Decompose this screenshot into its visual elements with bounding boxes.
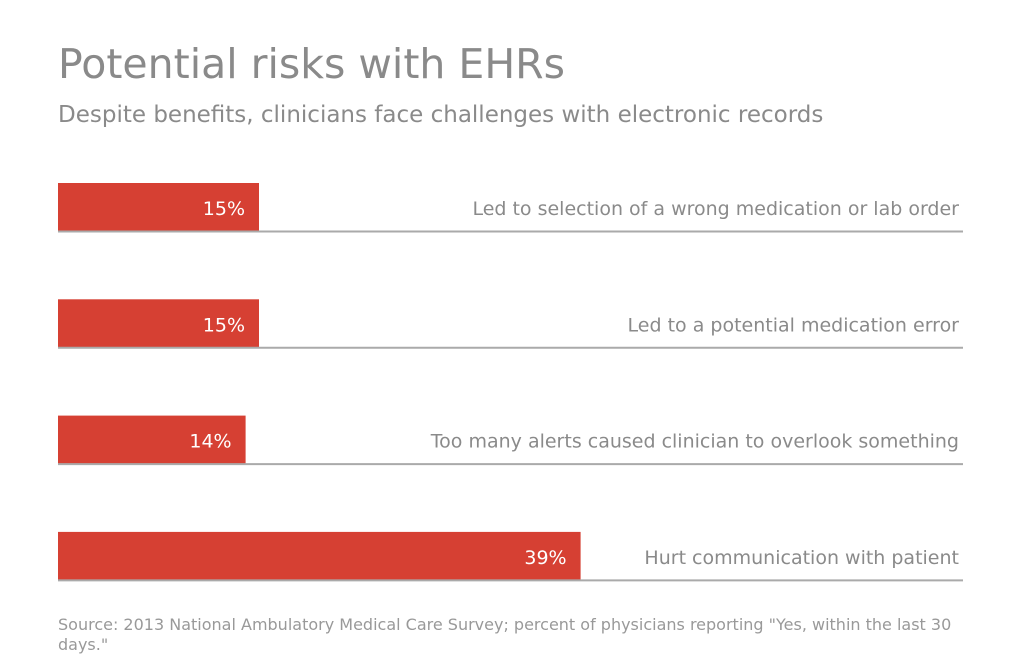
bar [58,183,259,231]
bar-value-label: 39% [524,547,566,569]
category-label: Too many alerts caused clinician to over… [430,431,959,453]
category-label: Led to selection of a wrong medication o… [472,198,959,220]
source-note: Source: 2013 National Ambulatory Medical… [58,615,952,654]
bar [58,299,259,348]
chart-subtitle: Despite benefits, clinicians face challe… [58,102,824,128]
bar [58,415,246,464]
bar-value-label: 15% [203,198,245,220]
bar-value-label: 15% [203,314,245,336]
category-label: Hurt communication with patient [644,547,959,569]
bar [58,531,581,580]
bar-value-label: 14% [189,431,231,453]
category-label: Led to a potential medication error [628,314,960,336]
chart-title: Potential risks with EHRs [58,40,565,88]
